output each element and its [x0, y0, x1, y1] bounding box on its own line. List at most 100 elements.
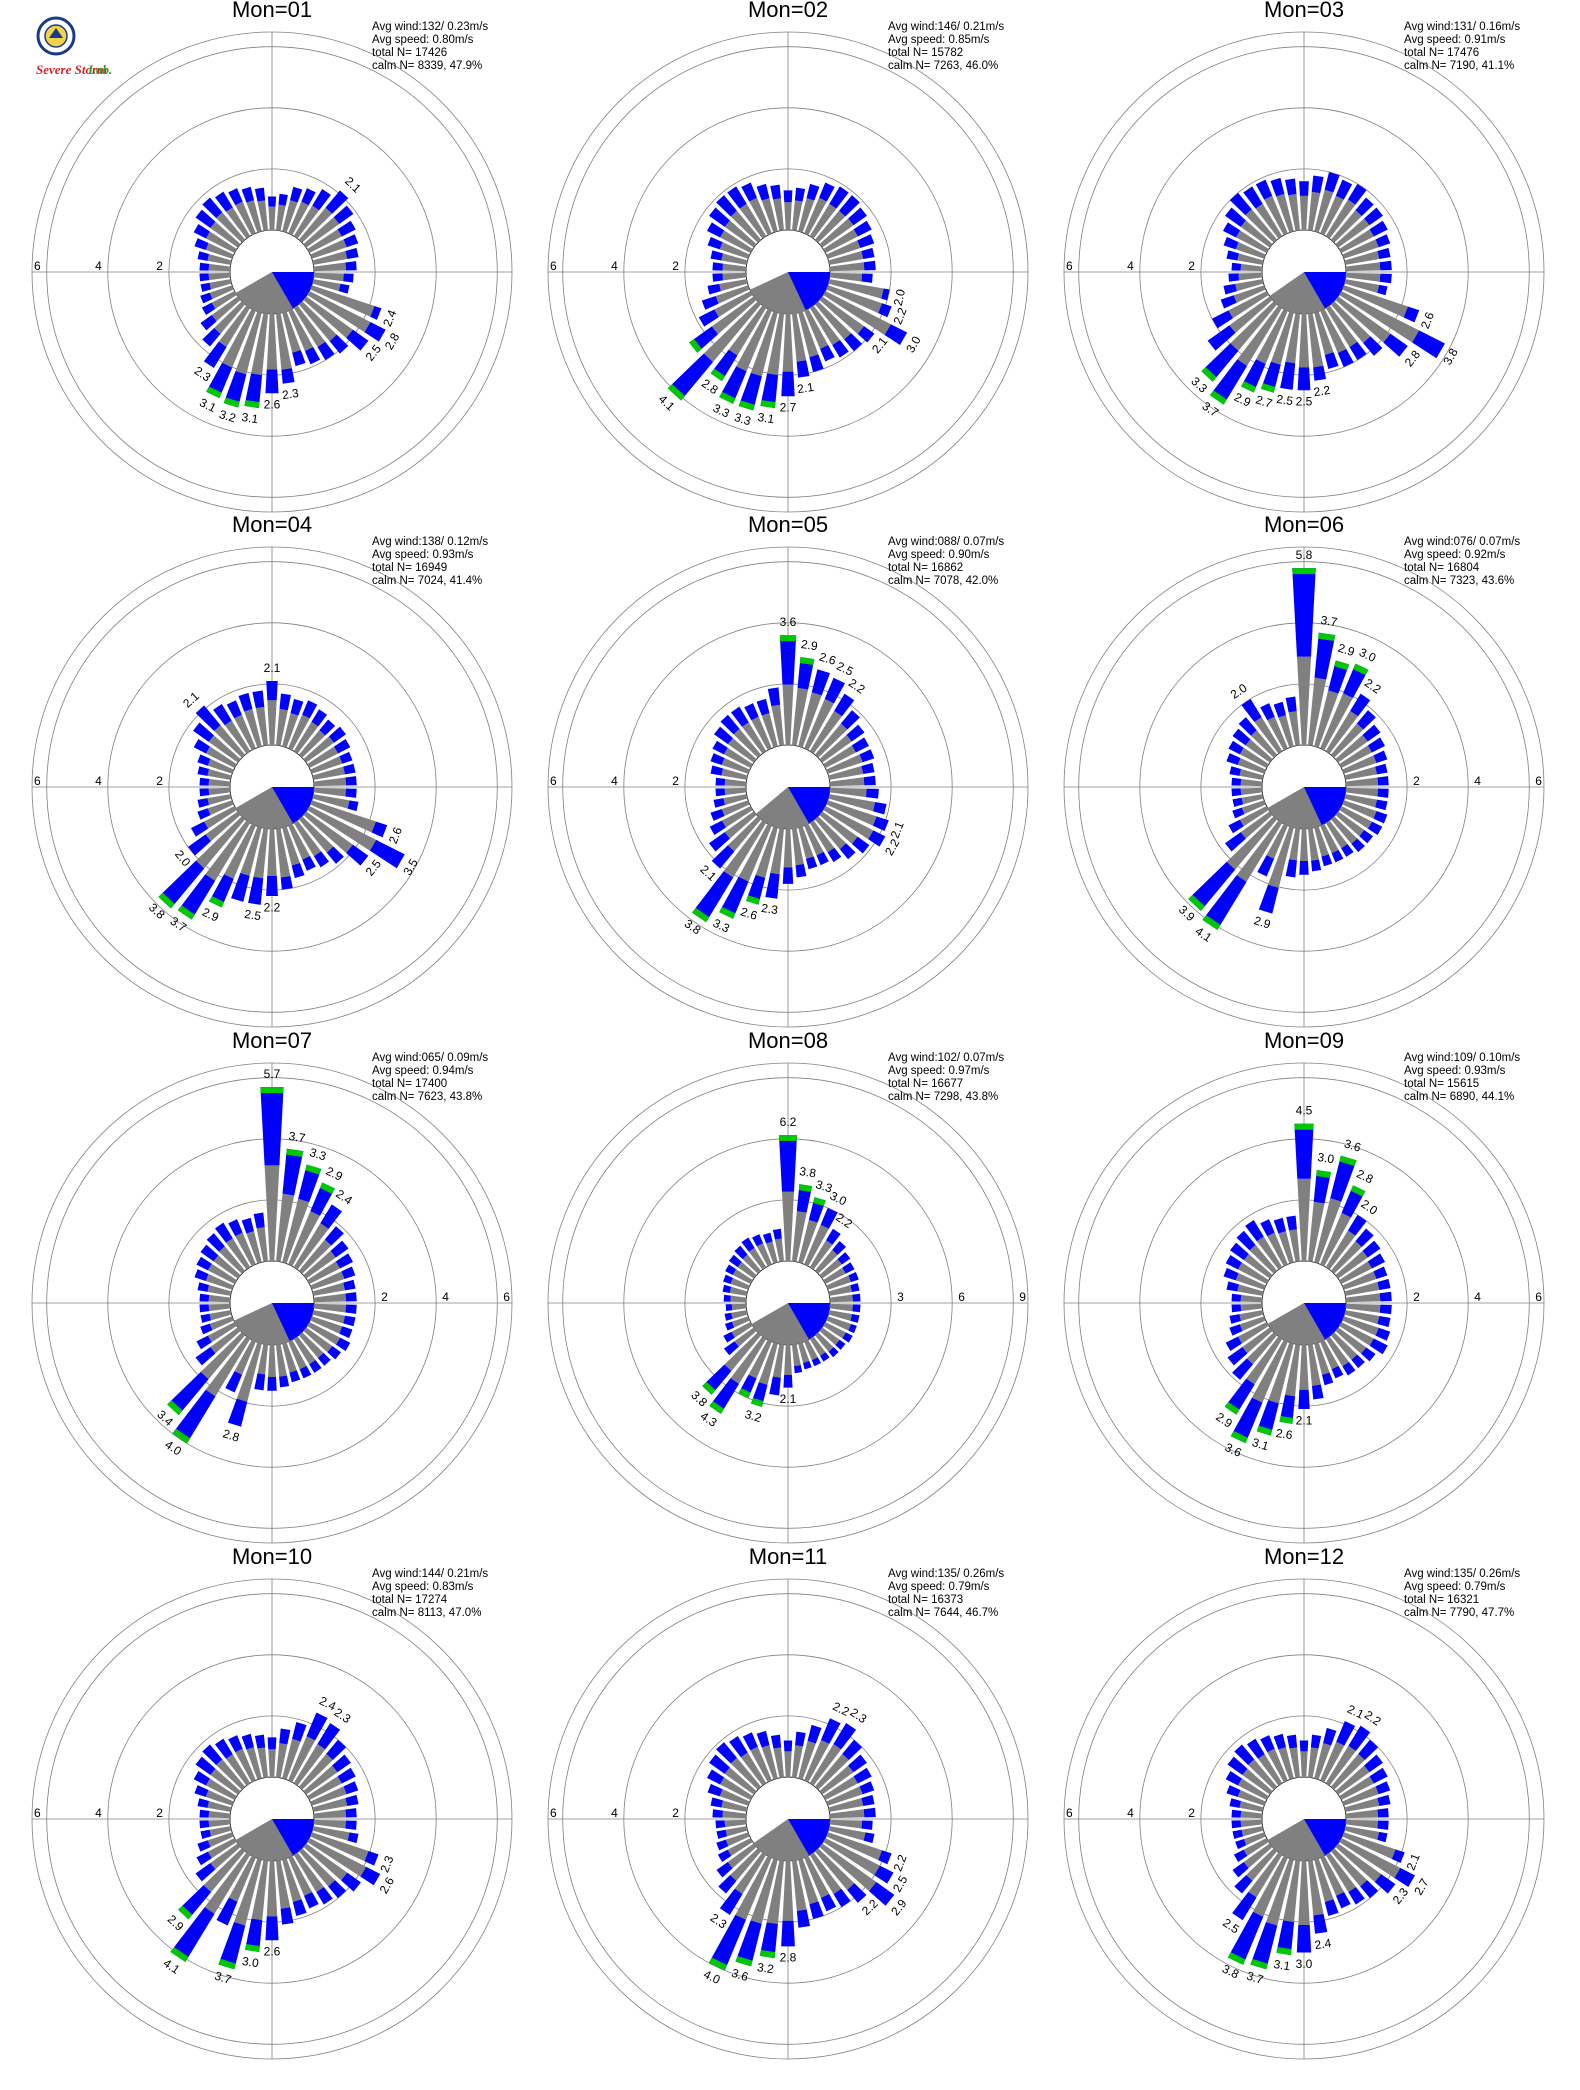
bar-low-speed	[1308, 677, 1327, 746]
bar-low-speed	[1344, 794, 1378, 808]
bar-low-speed	[303, 1765, 338, 1795]
bar-low-speed	[725, 1826, 748, 1837]
bar-low-speed	[288, 201, 309, 236]
bar-high-speed	[1201, 367, 1217, 382]
bar-low-speed	[207, 1263, 237, 1284]
bar-mid-speed	[715, 788, 726, 797]
bar-low-speed	[218, 305, 251, 347]
bar-low-speed	[210, 1768, 241, 1795]
bar-mid-speed	[1324, 352, 1339, 370]
bar-mid-speed	[834, 693, 855, 717]
bar-value-label: 2.0	[1358, 1197, 1380, 1218]
bar-mid-speed	[345, 776, 357, 786]
bar-mid-speed	[199, 1304, 210, 1313]
bar-mid-speed	[225, 1371, 243, 1393]
bar-low-speed	[1268, 826, 1294, 888]
bar-low-speed	[761, 198, 778, 233]
stats-line: Avg speed: 0.80m/s	[372, 34, 474, 46]
bar-value-label: 3.7	[1245, 1969, 1265, 1987]
bar-mid-speed	[765, 872, 780, 899]
bar-low-speed	[798, 1219, 818, 1264]
bar-mid-speed	[292, 350, 306, 367]
bar-mid-speed	[197, 766, 209, 776]
bar-mid-speed	[1347, 183, 1367, 205]
bar-mid-speed	[1231, 1820, 1242, 1829]
bar-mid-speed	[863, 260, 876, 271]
bar-mid-speed	[343, 763, 356, 775]
bar-mid-speed	[311, 709, 328, 727]
bar-mid-speed	[345, 788, 357, 798]
bar-low-speed	[235, 311, 262, 375]
bar-low-speed	[276, 1193, 295, 1262]
bar-mid-speed	[863, 775, 876, 786]
bar-value-label: 2.1	[1296, 1413, 1313, 1427]
bar-mid-speed	[848, 1272, 859, 1283]
bar-mid-speed	[1229, 1314, 1241, 1324]
bar-mid-speed	[820, 1352, 830, 1362]
bar-mid-speed	[848, 207, 867, 226]
bar-value-label: 2.1	[1404, 1851, 1423, 1872]
bar-mid-speed	[1235, 1838, 1247, 1850]
bar-value-label: 2.1	[888, 819, 907, 840]
bar-mid-speed	[840, 710, 860, 730]
bar-low-speed	[722, 1810, 747, 1819]
bar-low-speed	[1226, 816, 1278, 870]
stats-line: Avg speed: 0.97m/s	[888, 1065, 990, 1077]
bar-low-speed	[1243, 1838, 1269, 1856]
bar-low-speed	[804, 698, 834, 751]
bar-high-speed	[1279, 1416, 1293, 1424]
bar-low-speed	[814, 210, 846, 243]
bar-low-speed	[224, 823, 256, 879]
bar-low-speed	[256, 1227, 268, 1262]
bar-mid-speed	[1377, 284, 1388, 296]
bar-low-speed	[733, 728, 762, 758]
bar-low-speed	[1320, 1339, 1339, 1370]
bar-low-speed	[828, 1798, 864, 1812]
bar-high-speed	[667, 384, 685, 401]
bar-mid-speed	[1356, 710, 1376, 730]
chart-title: Mon=09	[1264, 1028, 1344, 1053]
bar-low-speed	[226, 1754, 251, 1786]
bar-low-speed	[829, 262, 865, 272]
bar-mid-speed	[241, 1217, 255, 1234]
bar-mid-speed	[1202, 875, 1247, 931]
bar-low-speed	[267, 828, 277, 876]
bar-value-label: 3.7	[1320, 613, 1339, 629]
bar-mid-speed	[1379, 1291, 1392, 1302]
bar-mid-speed	[861, 273, 873, 283]
bar-low-speed	[298, 1753, 333, 1790]
bar-low-speed	[208, 787, 231, 796]
bar-mid-speed	[1209, 359, 1248, 405]
bar-low-speed	[293, 1744, 326, 1786]
bar-mid-speed	[238, 692, 253, 712]
bar-mid-speed	[735, 1920, 762, 1967]
bar-value-label: 3.2	[217, 407, 237, 425]
bar-low-speed	[207, 800, 234, 816]
bar-mid-speed	[742, 1732, 758, 1751]
bar-low-speed	[1239, 1310, 1264, 1321]
bar-mid-speed	[343, 1315, 356, 1327]
bar-mid-speed	[1298, 1389, 1310, 1409]
bar-high-speed	[158, 892, 175, 909]
bar-mid-speed	[752, 1234, 764, 1247]
bar-low-speed	[721, 800, 750, 816]
bar-mid-speed	[1250, 1922, 1278, 1970]
bar-mid-speed	[228, 1735, 243, 1753]
bar-low-speed	[298, 816, 334, 853]
bar-mid-speed	[201, 302, 216, 315]
ring-tick-label: 2	[672, 259, 679, 273]
bar-high-speed	[244, 400, 260, 409]
bar-mid-speed	[279, 1728, 291, 1745]
bar-low-speed	[235, 1748, 256, 1783]
bar-mid-speed	[203, 341, 227, 369]
bar-mid-speed	[1232, 1829, 1244, 1839]
bar-high-speed	[735, 1955, 753, 1967]
bar-mid-speed	[345, 1794, 359, 1807]
bar-value-label: 3.7	[1200, 399, 1222, 420]
bar-value-label: 3.0	[241, 1954, 260, 1970]
bar-mid-speed	[289, 1370, 301, 1383]
bar-low-speed	[804, 823, 824, 856]
bar-low-speed	[711, 296, 757, 335]
bar-low-speed	[1344, 1310, 1380, 1324]
bar-mid-speed	[759, 1922, 778, 1959]
